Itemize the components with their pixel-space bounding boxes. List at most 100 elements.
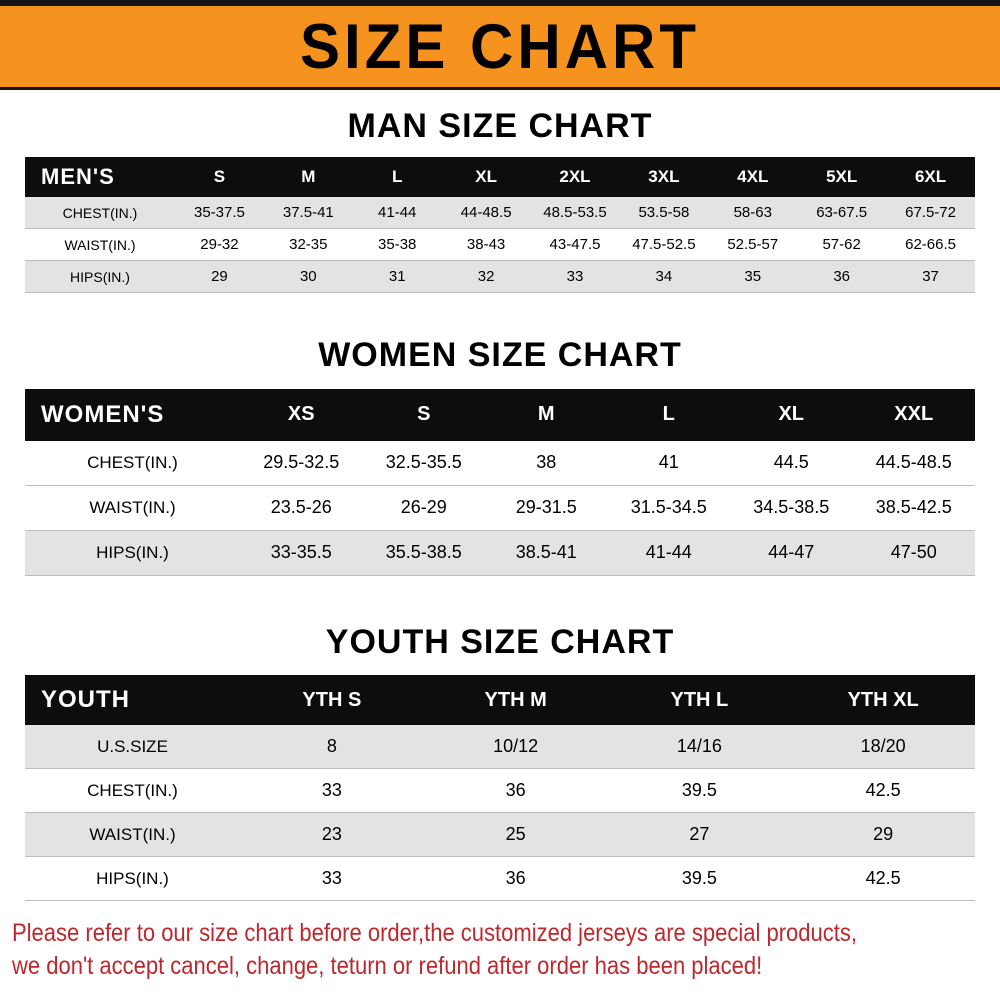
row-label: CHEST(IN.) [62, 204, 138, 221]
column-header: 3XL [648, 167, 680, 187]
size-value: 38.5-41 [515, 542, 577, 563]
women-size-table: WOMEN'S XS S M L XL XXL CHEST(IN.) 29.5-32.5 32.5… [25, 388, 975, 576]
size-value: 29 [211, 268, 228, 286]
column-header: XL [475, 167, 497, 187]
youth-section: YOUTH SIZE CHART YOUTH YTH S YTH M YTH L YTH… [0, 623, 1000, 902]
size-value: 32-35 [289, 236, 328, 254]
table-row: WAIST(IN.) 23 25 27 29 [25, 813, 975, 858]
size-value: 47.5-52.5 [632, 236, 696, 254]
size-value: 23.5-26 [270, 497, 332, 518]
youth-size-table: YOUTH YTH S YTH M YTH L YTH XL U.S.SIZE 8 10/12… [25, 675, 975, 902]
table-row: CHEST(IN.) 29.5-32.5 32.5-35.5 38 41 44.5 44.5… [25, 440, 975, 486]
column-header: XL [778, 403, 805, 426]
size-value: 29 [873, 824, 894, 845]
column-header: L [392, 167, 403, 187]
column-header: M [301, 167, 316, 187]
size-value: 67.5-72 [905, 204, 956, 222]
size-value: 42.5 [865, 780, 901, 801]
size-value: 32 [477, 268, 495, 286]
table-row: HIPS(IN.) 33-35.5 35.5-38.5 38.5-41 41-44 44-… [25, 530, 975, 576]
size-value: 52.5-57 [727, 236, 779, 254]
men-corner-label: MEN'S [41, 164, 115, 190]
column-header: YTH M [484, 688, 547, 711]
row-label: HIPS(IN.) [70, 268, 130, 285]
table-row: WAIST(IN.) 29-32 32-35 35-38 38-43 43-47.5 47.… [25, 229, 975, 262]
size-value: 48.5-53.5 [543, 204, 607, 222]
row-label: HIPS(IN.) [96, 868, 169, 888]
column-header: 6XL [914, 167, 947, 187]
size-value: 35 [744, 268, 762, 286]
size-value: 44.5 [773, 452, 809, 473]
size-value: 10/12 [493, 736, 539, 757]
size-value: 44-47 [768, 542, 815, 563]
size-value: 31.5-34.5 [630, 497, 707, 518]
size-value: 14/16 [676, 736, 722, 757]
size-value: 26-29 [400, 497, 447, 518]
page-title: SIZE CHART [300, 11, 700, 82]
size-value: 33-35.5 [270, 542, 332, 563]
size-value: 29-31.5 [515, 497, 577, 518]
women-table-header-row: WOMEN'S XS S M L XL XXL [25, 388, 975, 441]
column-header: YTH L [670, 688, 729, 711]
size-value: 43-47.5 [549, 236, 601, 254]
size-value: 53.5-58 [638, 204, 690, 222]
size-value: 33 [321, 868, 342, 889]
size-value: 35.5-38.5 [385, 542, 462, 563]
size-value: 37.5-41 [282, 204, 334, 222]
column-header: S [417, 403, 431, 426]
women-section-heading: WOMEN SIZE CHART [318, 336, 682, 375]
size-value: 41-44 [645, 542, 692, 563]
size-value: 25 [505, 824, 526, 845]
size-value: 33 [321, 780, 342, 801]
column-header: 5XL [826, 167, 858, 187]
size-value: 36 [833, 268, 850, 286]
size-value: 33 [566, 268, 584, 286]
column-header: YTH XL [847, 688, 919, 711]
size-value: 41 [658, 452, 679, 473]
size-value: 35-37.5 [194, 204, 245, 222]
size-value: 32.5-35.5 [385, 452, 462, 473]
men-section-heading: MAN SIZE CHART [347, 107, 653, 145]
size-chart-banner: SIZE CHART [0, 0, 1000, 90]
size-value: 38 [536, 452, 557, 473]
size-value: 30 [299, 268, 317, 286]
size-value: 38-43 [466, 236, 506, 254]
table-row: HIPS(IN.) 29 30 31 32 33 34 35 36 37 [25, 261, 975, 294]
column-header: L [662, 403, 675, 426]
size-value: 37 [922, 268, 939, 286]
table-row: CHEST(IN.) 35-37.5 37.5-41 41-44 44-48.5 48.5… [25, 197, 975, 230]
table-row: CHEST(IN.) 33 36 39.5 42.5 [25, 769, 975, 814]
size-value: 39.5 [681, 780, 717, 801]
column-header: M [537, 403, 555, 426]
size-value: 8 [326, 736, 337, 757]
women-corner-label: WOMEN'S [41, 400, 165, 428]
men-table-header-row: MEN'S S M L XL 2XL 3XL 4XL 5XL 6XL [25, 157, 975, 198]
column-header: XXL [894, 403, 934, 426]
row-label: U.S.SIZE [97, 736, 168, 756]
row-label: WAIST(IN.) [89, 497, 176, 517]
size-value: 34 [655, 268, 673, 286]
footer-note: Please refer to our size chart before or… [12, 917, 1000, 982]
size-value: 39.5 [681, 868, 717, 889]
size-value: 58-63 [733, 204, 772, 222]
row-label: CHEST(IN.) [87, 452, 178, 472]
row-label: WAIST(IN.) [89, 824, 176, 844]
size-value: 31 [388, 268, 406, 286]
youth-table-header-row: YOUTH YTH S YTH M YTH L YTH XL [25, 675, 975, 726]
column-header: 2XL [559, 167, 591, 187]
size-value: 36 [505, 868, 526, 889]
size-value: 34.5-38.5 [753, 497, 830, 518]
size-value: 29.5-32.5 [263, 452, 340, 473]
table-row: WAIST(IN.) 23.5-26 26-29 29-31.5 31.5-34.5 34… [25, 485, 975, 531]
youth-corner-label: YOUTH [41, 686, 130, 714]
size-value: 44.5-48.5 [875, 452, 952, 473]
size-value: 35-38 [378, 236, 417, 254]
footer-note-line2: we don't accept cancel, change, teturn o… [12, 951, 763, 980]
size-value: 29-32 [200, 236, 239, 254]
size-value: 18/20 [860, 736, 906, 757]
size-value: 62-66.5 [905, 236, 956, 254]
column-header: 4XL [737, 167, 769, 187]
size-value: 44-48.5 [460, 204, 512, 222]
table-row: U.S.SIZE 8 10/12 14/16 18/20 [25, 725, 975, 770]
footer-note-line1: Please refer to our size chart before or… [12, 919, 857, 948]
